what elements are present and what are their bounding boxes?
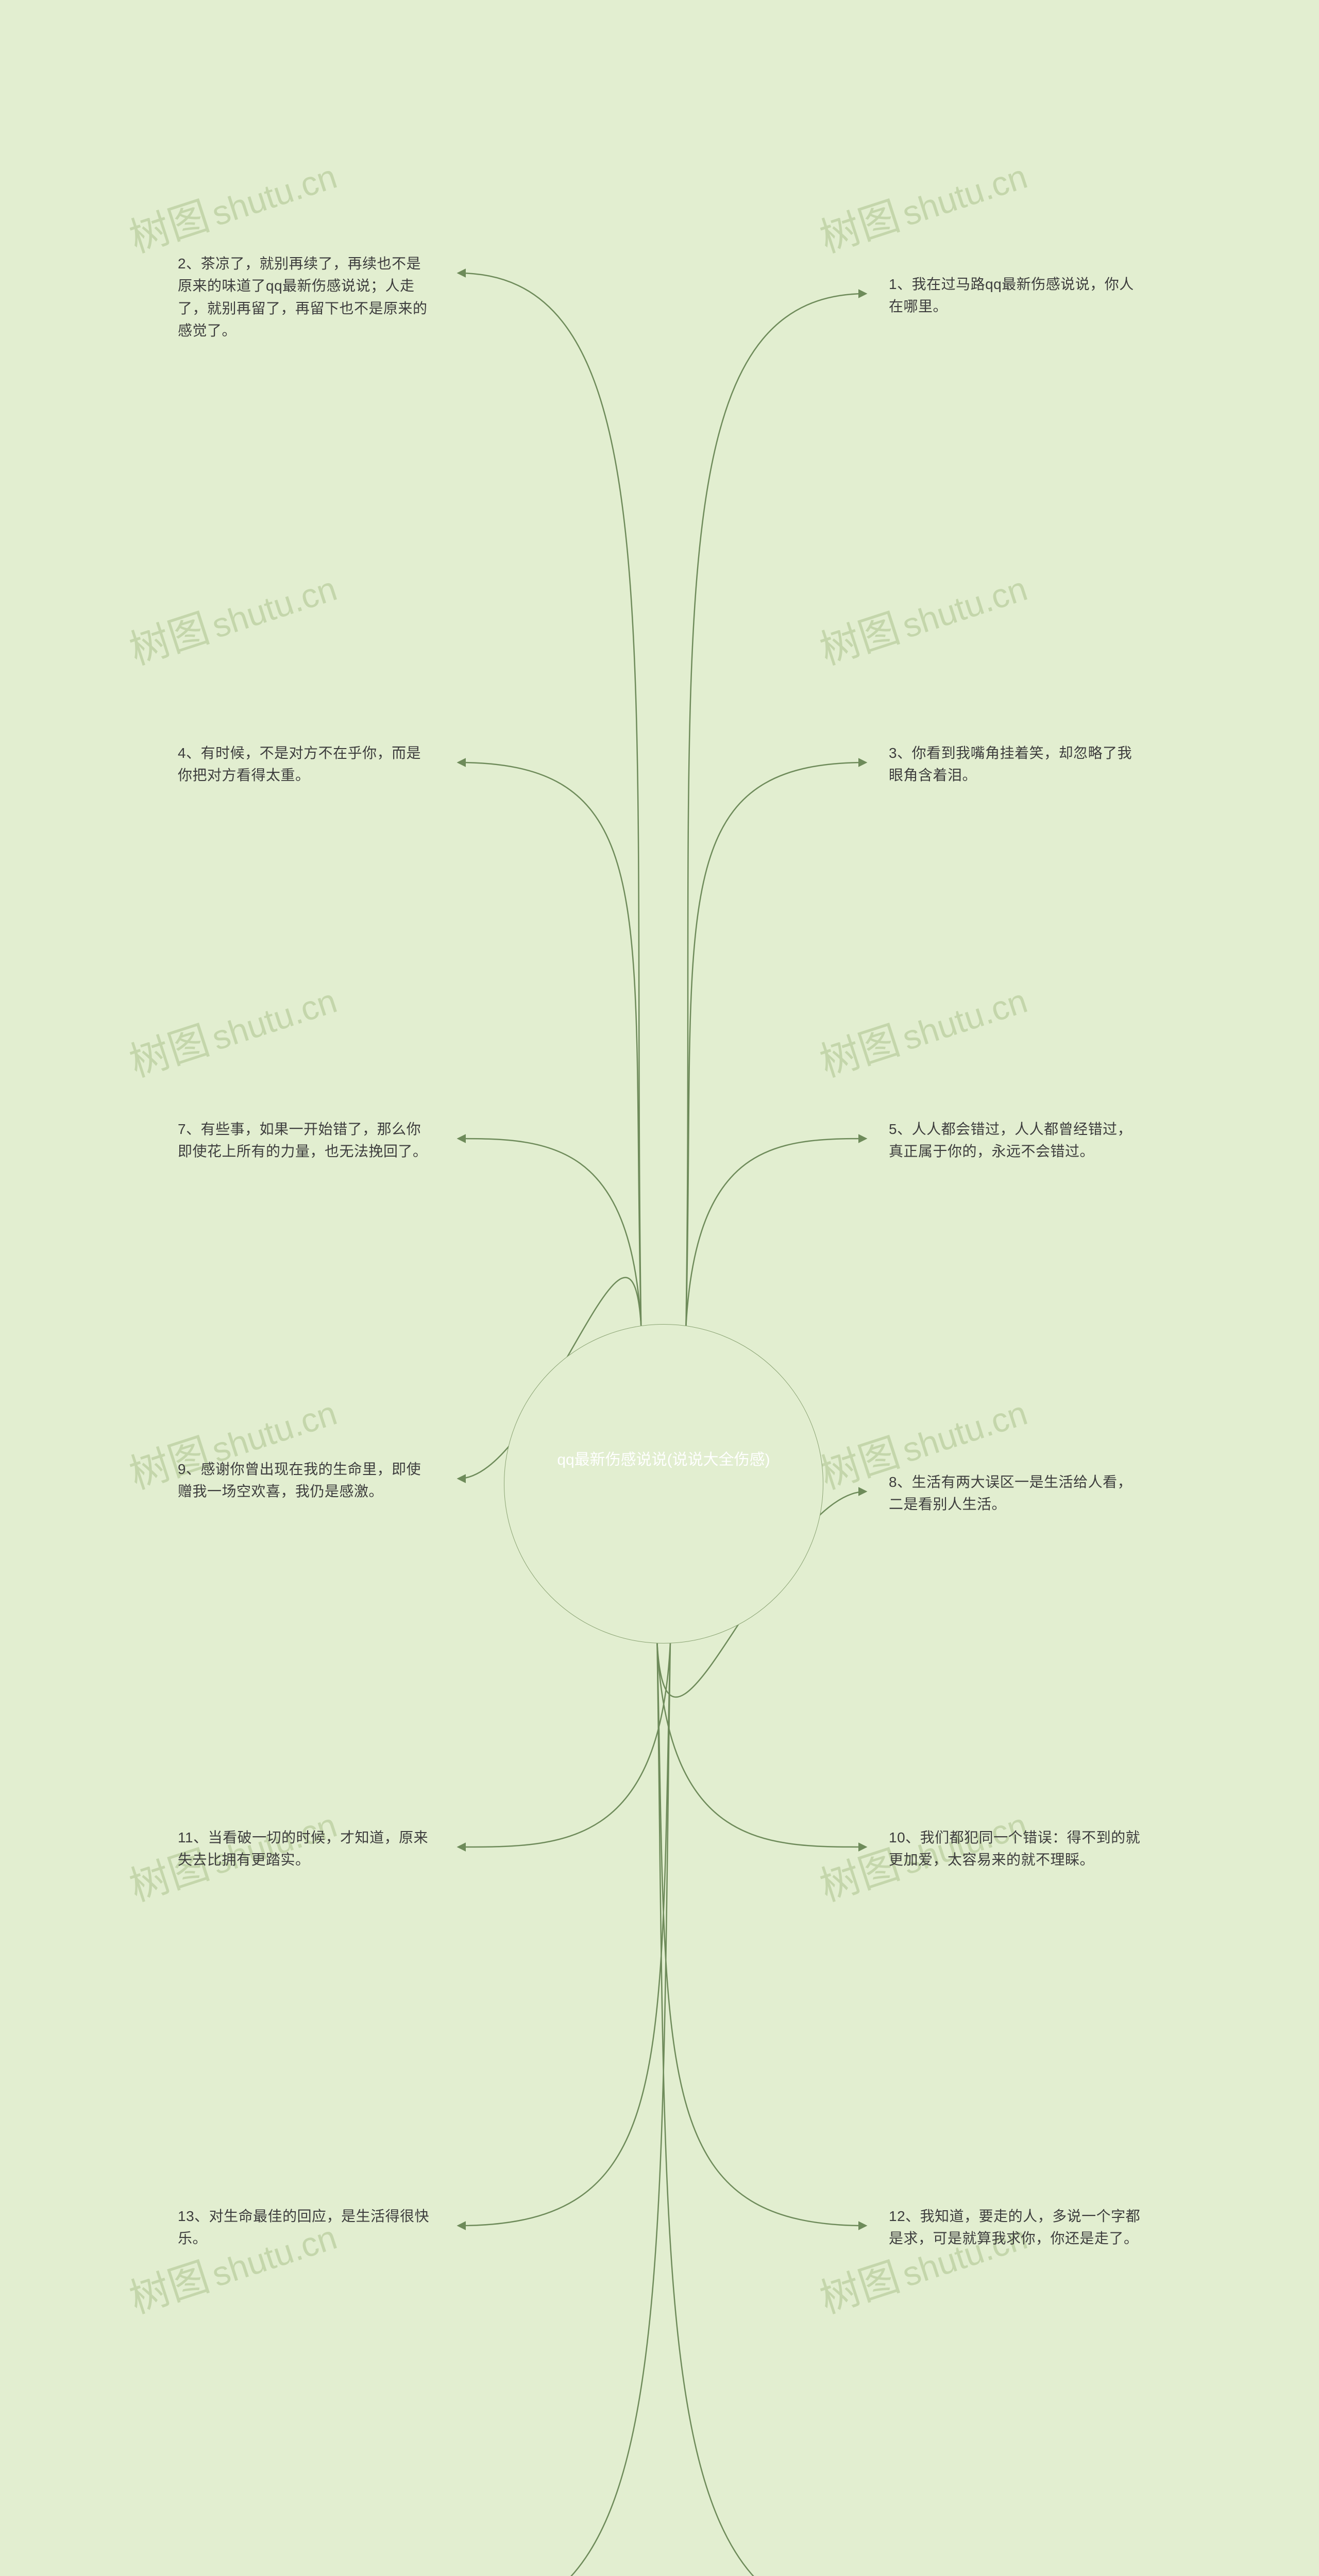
edge [459, 273, 641, 1326]
leaf-node-text: 8、生活有两大误区一是生活给人看，二是看别人生活。 [889, 1474, 1132, 1512]
watermark-text-cn: 树图 [815, 605, 905, 673]
edge [459, 1643, 670, 2576]
watermark-text-en: shutu.cn [207, 569, 341, 645]
watermark-text-en: shutu.cn [898, 157, 1031, 233]
watermark-text-en: shutu.cn [898, 981, 1031, 1057]
watermark: 树图shutu.cn [811, 967, 1033, 1088]
watermark-text-cn: 树图 [124, 193, 215, 261]
watermark-text-cn: 树图 [815, 1017, 905, 1085]
edge [686, 1139, 866, 1326]
leaf-node-text: 7、有些事，如果一开始错了，那么你即使花上所有的力量，也无法挽回了。 [178, 1121, 428, 1159]
leaf-node-text: 3、你看到我嘴角挂着笑，却忽略了我眼角含着泪。 [889, 745, 1132, 783]
leaf-node-text: 5、人人都会错过，人人都曾经错过，真正属于你的，永远不会错过。 [889, 1121, 1132, 1159]
edge [459, 1643, 670, 1847]
center-node-title: qq最新伤感说说(说说大全伤感) [525, 1448, 802, 1471]
watermark-text-cn: 树图 [124, 1017, 215, 1085]
watermark-text-en: shutu.cn [898, 569, 1031, 645]
mindmap-stage: 树图shutu.cn树图shutu.cn树图shutu.cn树图shutu.cn… [0, 0, 1319, 2576]
leaf-node[interactable]: 12、我知道，要走的人，多说一个字都是求，可是就算我求你，你还是走了。 [889, 2205, 1146, 2250]
leaf-node[interactable]: 13、对生命最佳的回应，是生活得很快乐。 [178, 2205, 435, 2250]
watermark-text-cn: 树图 [815, 193, 905, 261]
edge [459, 762, 641, 1326]
edge [657, 1643, 866, 2576]
leaf-node-text: 12、我知道，要走的人，多说一个字都是求，可是就算我求你，你还是走了。 [889, 2208, 1140, 2246]
watermark-text-en: shutu.cn [898, 1394, 1031, 1469]
leaf-node-text: 1、我在过马路qq最新伤感说说，你人在哪里。 [889, 276, 1134, 314]
leaf-node[interactable]: 2、茶凉了，就别再续了，再续也不是原来的味道了qq最新伤感说说；人走了，就别再留… [178, 252, 435, 342]
leaf-node[interactable]: 10、我们都犯同一个错误：得不到的就更加爱，太容易来的就不理睬。 [889, 1826, 1146, 1871]
leaf-node[interactable]: 1、我在过马路qq最新伤感说说，你人在哪里。 [889, 273, 1146, 318]
center-node[interactable]: qq最新伤感说说(说说大全伤感) [504, 1324, 823, 1643]
watermark-text-cn: 树图 [124, 605, 215, 673]
leaf-node-text: 11、当看破一切的时候，才知道，原来失去比拥有更踏实。 [178, 1829, 428, 1868]
leaf-node[interactable]: 5、人人都会错过，人人都曾经错过，真正属于你的，永远不会错过。 [889, 1118, 1146, 1163]
edge [459, 1643, 670, 2226]
leaf-node[interactable]: 3、你看到我嘴角挂着笑，却忽略了我眼角含着泪。 [889, 742, 1146, 787]
watermark-text-en: shutu.cn [207, 981, 341, 1057]
leaf-node-text: 2、茶凉了，就别再续了，再续也不是原来的味道了qq最新伤感说说；人走了，就别再留… [178, 256, 428, 338]
watermark-text-cn: 树图 [815, 2253, 905, 2321]
leaf-node[interactable]: 4、有时候，不是对方不在乎你，而是你把对方看得太重。 [178, 742, 435, 787]
edge [686, 762, 866, 1326]
watermark: 树图shutu.cn [121, 967, 343, 1088]
watermark: 树图shutu.cn [811, 555, 1033, 676]
leaf-node[interactable]: 9、感谢你曾出现在我的生命里，即使赠我一场空欢喜，我仍是感激。 [178, 1458, 435, 1503]
edge [657, 1643, 866, 2226]
watermark: 树图shutu.cn [121, 143, 343, 264]
leaf-node-text: 4、有时候，不是对方不在乎你，而是你把对方看得太重。 [178, 745, 421, 783]
leaf-node[interactable]: 8、生活有两大误区一是生活给人看，二是看别人生活。 [889, 1471, 1146, 1516]
leaf-node[interactable]: 11、当看破一切的时候，才知道，原来失去比拥有更踏实。 [178, 1826, 435, 1871]
leaf-node[interactable]: 7、有些事，如果一开始错了，那么你即使花上所有的力量，也无法挽回了。 [178, 1118, 435, 1163]
edges-layer [0, 0, 1319, 2576]
leaf-node-text: 10、我们都犯同一个错误：得不到的就更加爱，太容易来的就不理睬。 [889, 1829, 1140, 1868]
watermark-text-cn: 树图 [124, 2253, 215, 2321]
watermark: 树图shutu.cn [811, 143, 1033, 264]
leaf-node-text: 9、感谢你曾出现在我的生命里，即使赠我一场空欢喜，我仍是感激。 [178, 1461, 421, 1499]
edge [657, 1643, 866, 1847]
watermark: 树图shutu.cn [121, 555, 343, 676]
leaf-node-text: 13、对生命最佳的回应，是生活得很快乐。 [178, 2208, 429, 2246]
edge [686, 294, 866, 1326]
watermark-text-en: shutu.cn [207, 157, 341, 233]
edge [459, 1139, 641, 1326]
